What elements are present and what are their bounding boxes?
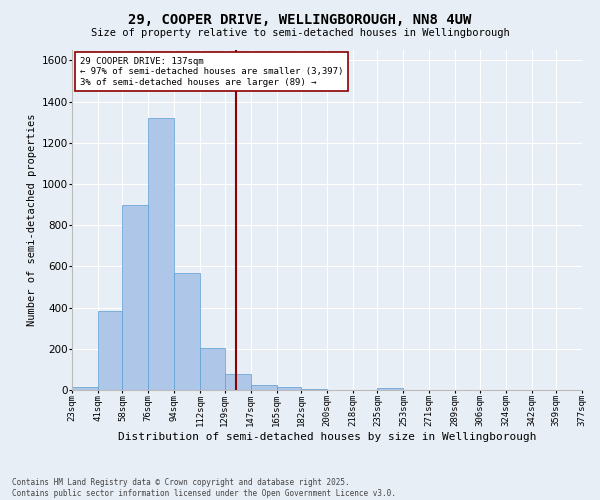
- Y-axis label: Number of semi-detached properties: Number of semi-detached properties: [28, 114, 37, 326]
- Text: Size of property relative to semi-detached houses in Wellingborough: Size of property relative to semi-detach…: [91, 28, 509, 38]
- Bar: [377, 388, 403, 390]
- Bar: [200, 348, 225, 390]
- Bar: [251, 385, 277, 390]
- X-axis label: Distribution of semi-detached houses by size in Wellingborough: Distribution of semi-detached houses by …: [118, 432, 536, 442]
- Text: 29 COOPER DRIVE: 137sqm
← 97% of semi-detached houses are smaller (3,397)
3% of : 29 COOPER DRIVE: 137sqm ← 97% of semi-de…: [80, 57, 343, 86]
- Bar: [225, 374, 251, 390]
- Bar: [174, 272, 200, 390]
- Bar: [98, 310, 122, 390]
- Bar: [301, 389, 327, 390]
- Bar: [277, 387, 301, 390]
- Bar: [148, 118, 174, 390]
- Bar: [72, 387, 98, 390]
- Text: Contains HM Land Registry data © Crown copyright and database right 2025.
Contai: Contains HM Land Registry data © Crown c…: [12, 478, 396, 498]
- Bar: [122, 204, 148, 390]
- Text: 29, COOPER DRIVE, WELLINGBOROUGH, NN8 4UW: 29, COOPER DRIVE, WELLINGBOROUGH, NN8 4U…: [128, 12, 472, 26]
